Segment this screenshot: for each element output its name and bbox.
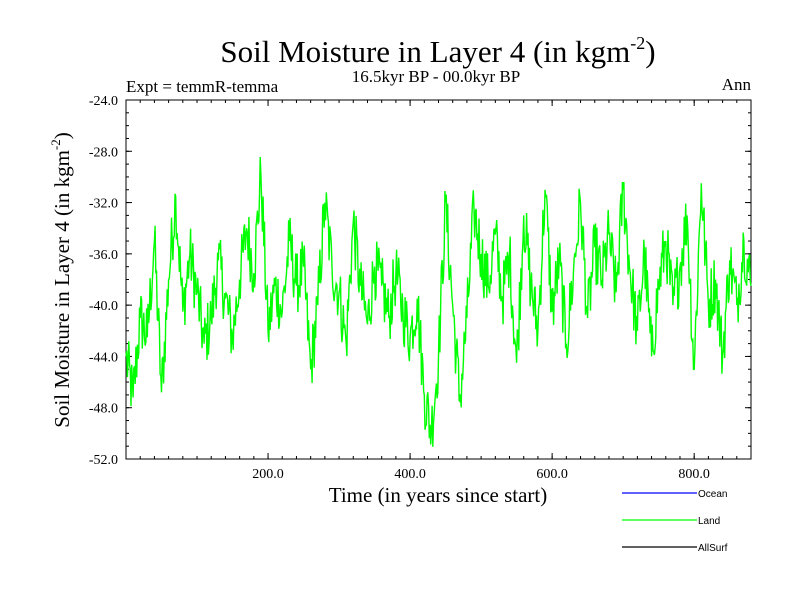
subtitle: 16.5kyr BP - 00.0kyr BP [352,67,520,86]
legend-label-land: Land [698,516,720,527]
legend: Ocean Land AllSurf [622,489,728,554]
x-tick-label: 400.0 [394,467,426,482]
y-axis: -24.0 -28.0 -32.0 -36.0 -40.0 -44.0 -48.0 -52.0 [89,94,751,468]
x-axis: 200.0 400.0 600.0 800.0 [139,100,752,482]
y-tick-label: -40.0 [89,299,118,314]
y-axis-label: Soil Moisture in Layer 4 (in kgm-2) [48,132,74,427]
series-group [125,156,752,447]
expt-label: Expt = temmR-temma [126,77,279,96]
x-axis-label: Time (in years since start) [329,483,548,507]
x-tick-label: 600.0 [536,467,568,482]
season-label: Ann [722,75,752,94]
y-tick-label: -32.0 [89,197,118,212]
y-tick-label: -52.0 [89,453,118,468]
y-tick-label: -28.0 [89,145,118,160]
y-tick-label: -36.0 [89,248,118,263]
y-tick-label: -48.0 [89,402,118,417]
plot-frame [125,99,752,460]
y-tick-label: -44.0 [89,350,118,365]
legend-label-ocean: Ocean [698,489,727,500]
y-tick-label: -24.0 [89,94,118,109]
x-tick-label: 800.0 [678,467,710,482]
legend-label-allsurf: AllSurf [698,543,728,554]
x-tick-label: 200.0 [252,467,284,482]
chart-title: Soil Moisture in Layer 4 (in kgm-2) [220,33,655,69]
series-line-land [125,156,752,447]
